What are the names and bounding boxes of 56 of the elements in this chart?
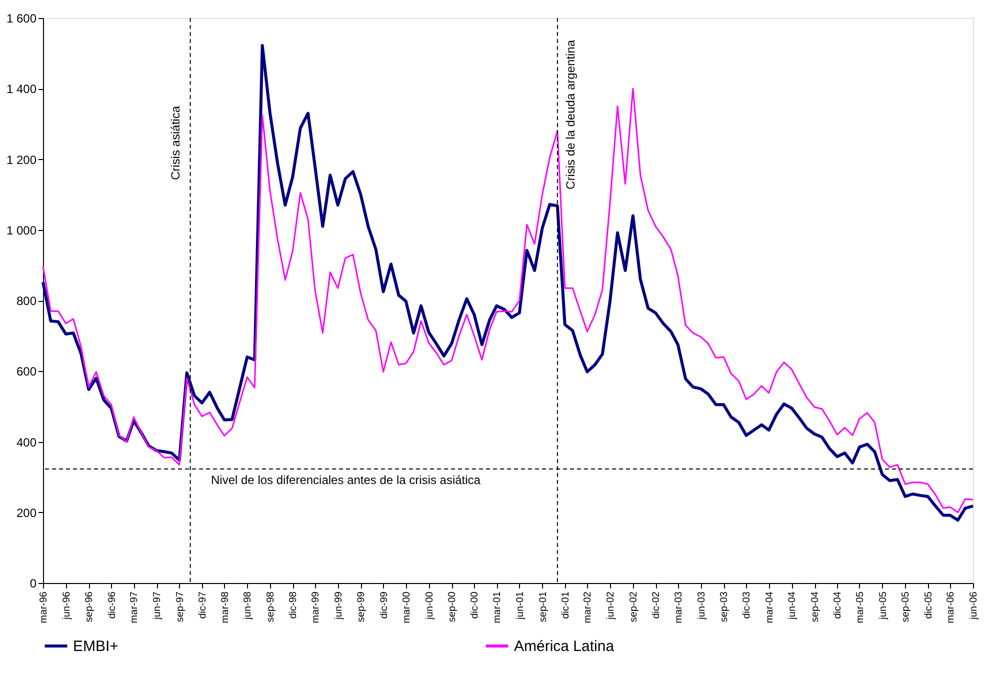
x-tick-label: jun-97	[152, 591, 164, 620]
x-tick-label: dic-99	[378, 591, 390, 619]
x-tick-label: jun-03	[696, 591, 708, 620]
x-tick-label: dic-05	[923, 591, 934, 619]
x-tick-label: sep-02	[628, 591, 640, 622]
x-tick-label: dic-00	[470, 591, 481, 619]
x-tick-label: mar-03	[673, 591, 684, 624]
x-tick-label: sep-03	[719, 591, 730, 622]
x-tick-label: jun-98	[242, 591, 254, 620]
x-tick-label: sep-97	[174, 591, 186, 622]
x-tick-label: sep-01	[538, 591, 549, 622]
y-tick-label: 1 000	[6, 223, 37, 238]
x-tick-label: jun-05	[878, 591, 889, 620]
x-tick-label: sep-05	[900, 591, 912, 622]
y-tick-label: 600	[16, 364, 37, 379]
x-tick-label: dic-02	[651, 591, 662, 619]
x-tick-label: mar-06	[946, 591, 957, 624]
x-tick-label: mar-98	[220, 591, 231, 624]
y-tick-label: 200	[16, 506, 37, 520]
x-tick-label: dic-04	[832, 591, 844, 619]
ref-line-label: Nivel de los diferenciales antes de la crisis asiática	[211, 472, 481, 487]
x-tick-label: jun-96	[61, 591, 72, 620]
y-tick-label: 1 400	[6, 82, 37, 96]
x-tick-label: dic-98	[288, 591, 300, 619]
x-tick-label: mar-01	[492, 591, 504, 624]
legend-label: América Latina	[514, 638, 615, 655]
x-tick-label: jun-06	[968, 591, 980, 620]
x-tick-label: dic-01	[560, 591, 572, 619]
y-tick-label: 1 200	[6, 152, 37, 167]
x-tick-label: mar-99	[310, 591, 322, 624]
x-tick-label: jun-00	[424, 591, 436, 620]
x-tick-label: jun-04	[787, 591, 798, 620]
x-tick-label: dic-03	[742, 591, 753, 619]
x-tick-label: mar-02	[582, 591, 594, 624]
y-tick-label: 400	[16, 435, 37, 450]
x-tick-label: jun-99	[333, 591, 344, 620]
x-tick-label: sep-00	[447, 591, 458, 622]
x-tick-label: mar-96	[38, 591, 50, 624]
x-tick-label: sep-04	[810, 591, 822, 622]
ref-line-label: Crisis asiática	[168, 106, 182, 180]
legend-label: EMBI+	[73, 638, 119, 655]
x-tick-label: jun-02	[606, 591, 617, 620]
x-tick-label: jun-01	[514, 591, 526, 620]
x-tick-label: sep-98	[266, 591, 277, 622]
y-tick-label: 0	[30, 576, 37, 590]
ref-line-label: Crisis de la deuda argentina	[563, 40, 578, 190]
x-tick-label: mar-05	[854, 591, 866, 624]
y-tick-label: 1 600	[6, 12, 37, 26]
x-tick-label: sep-96	[84, 591, 96, 622]
y-tick-label: 800	[16, 294, 37, 308]
x-tick-label: mar-00	[401, 591, 412, 624]
x-tick-label: dic-97	[197, 591, 208, 619]
x-tick-label: sep-99	[356, 591, 368, 622]
x-tick-label: dic-96	[106, 591, 118, 619]
x-tick-label: mar-04	[764, 591, 776, 624]
x-tick-label: mar-97	[129, 591, 140, 624]
